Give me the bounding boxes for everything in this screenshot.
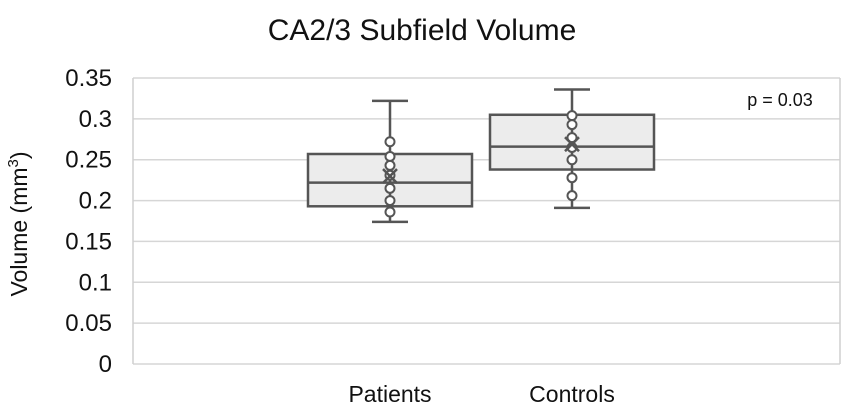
data-point: [384, 136, 396, 148]
data-point: [384, 150, 396, 162]
y-axis-ticks: 0 0.05 0.1 0.15 0.2 0.25 0.3 0.35: [65, 65, 112, 378]
data-point: [566, 119, 578, 131]
gridlines: [133, 77, 840, 365]
data-point: [384, 182, 396, 194]
y-tick-label: 0.05: [65, 310, 112, 337]
y-tick-label: 0.3: [79, 106, 112, 133]
y-tick-label: 0.25: [65, 147, 112, 174]
mean-marker: [382, 168, 398, 184]
data-point: [384, 159, 396, 171]
box-patients: [306, 99, 474, 224]
y-axis-label-superscript: 3: [5, 159, 22, 167]
data-point: [566, 172, 578, 184]
p-value-annotation: p = 0.03: [747, 90, 813, 110]
x-axis-categories: Patients Controls: [348, 381, 614, 407]
y-tick-label: 0.15: [65, 228, 112, 255]
x-category-label: Controls: [529, 381, 615, 407]
data-point: [566, 110, 578, 122]
mean-marker: [564, 136, 580, 153]
y-axis-label-suffix: ): [6, 151, 32, 159]
boxes: [306, 88, 656, 224]
data-point: [384, 195, 396, 207]
y-axis-label-main: Volume (mm: [6, 167, 32, 296]
box-controls: [488, 88, 656, 210]
mean-marker-stroke-b: [382, 168, 398, 184]
y-tick-label: 0.1: [79, 269, 112, 296]
chart-title: CA2/3 Subfield Volume: [268, 14, 577, 47]
y-axis-label: Volume (mm3): [5, 151, 32, 296]
y-tick-label: 0.35: [65, 65, 112, 92]
mean-marker-stroke-b: [564, 136, 580, 153]
data-point: [566, 190, 578, 202]
plot-frame: [132, 78, 841, 364]
y-tick-label: 0.2: [79, 188, 112, 215]
y-tick-label: 0: [99, 351, 112, 378]
data-point: [566, 154, 578, 166]
data-point: [384, 206, 396, 218]
x-category-label: Patients: [348, 381, 431, 407]
